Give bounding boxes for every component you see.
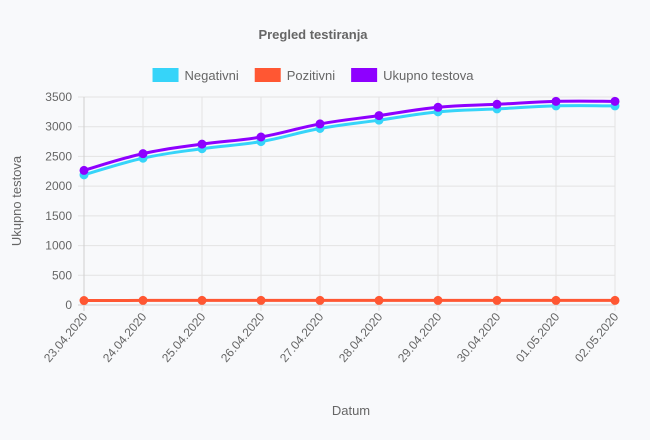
data-point[interactable] [551, 96, 561, 106]
series [79, 101, 620, 180]
x-tick-label: 30.04.2020 [454, 310, 504, 365]
data-point[interactable] [138, 295, 148, 305]
y-tick-label: 3000 [45, 120, 72, 134]
y-axis-title: Ukupno testova [9, 155, 24, 246]
series [79, 295, 620, 306]
y-tick-label: 2000 [45, 179, 72, 193]
data-point[interactable] [374, 295, 384, 305]
data-point[interactable] [256, 132, 266, 142]
x-tick-label: 27.04.2020 [277, 310, 327, 365]
x-tick-label: 29.04.2020 [395, 310, 445, 365]
data-point[interactable] [492, 99, 502, 109]
data-point[interactable] [374, 111, 384, 121]
y-tick-label: 500 [52, 268, 72, 282]
y-tick-label: 1500 [45, 209, 72, 223]
x-tick-label: 28.04.2020 [336, 310, 386, 365]
legend-label: Ukupno testova [383, 68, 474, 83]
legend-label: Pozitivni [287, 68, 336, 83]
y-tick-label: 0 [65, 298, 72, 312]
series [79, 96, 620, 175]
series-line [83, 99, 616, 172]
data-point[interactable] [551, 295, 561, 305]
x-tick-label: 25.04.2020 [159, 310, 209, 365]
y-tick-label: 2500 [45, 149, 72, 163]
series-line [83, 104, 616, 177]
data-point[interactable] [197, 295, 207, 305]
x-axis: 23.04.2020 24.04.2020 25.04.2020 26.04.2020… [41, 310, 622, 365]
x-tick-label: 23.04.2020 [41, 310, 91, 365]
data-point[interactable] [610, 295, 620, 305]
data-point[interactable] [610, 96, 620, 106]
legend-swatch [351, 68, 378, 82]
y-tick-label: 3500 [45, 90, 72, 104]
chart-title: Pregled testiranja [258, 27, 368, 42]
y-axis: 0 500 1000 1500 2000 2500 3000 3500 [45, 90, 72, 312]
legend-swatch [254, 68, 281, 82]
data-point[interactable] [433, 295, 443, 305]
grid [78, 96, 616, 311]
data-point[interactable] [138, 149, 148, 159]
x-tick-label: 01.05.2020 [513, 310, 563, 365]
legend-item[interactable]: Negativni [152, 68, 239, 83]
data-point[interactable] [256, 295, 266, 305]
x-tick-label: 24.04.2020 [100, 310, 150, 365]
x-tick-label: 02.05.2020 [572, 310, 622, 365]
legend-item[interactable]: Pozitivni [254, 68, 336, 83]
data-point[interactable] [79, 165, 89, 175]
data-point[interactable] [492, 295, 502, 305]
data-point[interactable] [315, 295, 325, 305]
legend[interactable]: Negativni Pozitivni Ukupno testova [152, 68, 475, 83]
data-point[interactable] [79, 296, 89, 306]
series-layer [79, 96, 620, 306]
y-tick-label: 1000 [45, 239, 72, 253]
legend-item[interactable]: Ukupno testova [351, 68, 474, 83]
x-axis-title: Datum [332, 403, 370, 418]
data-point[interactable] [197, 139, 207, 149]
legend-label: Negativni [185, 68, 239, 83]
x-tick-label: 26.04.2020 [218, 310, 268, 365]
data-point[interactable] [315, 119, 325, 129]
legend-swatch [152, 68, 179, 82]
data-point[interactable] [433, 102, 443, 112]
